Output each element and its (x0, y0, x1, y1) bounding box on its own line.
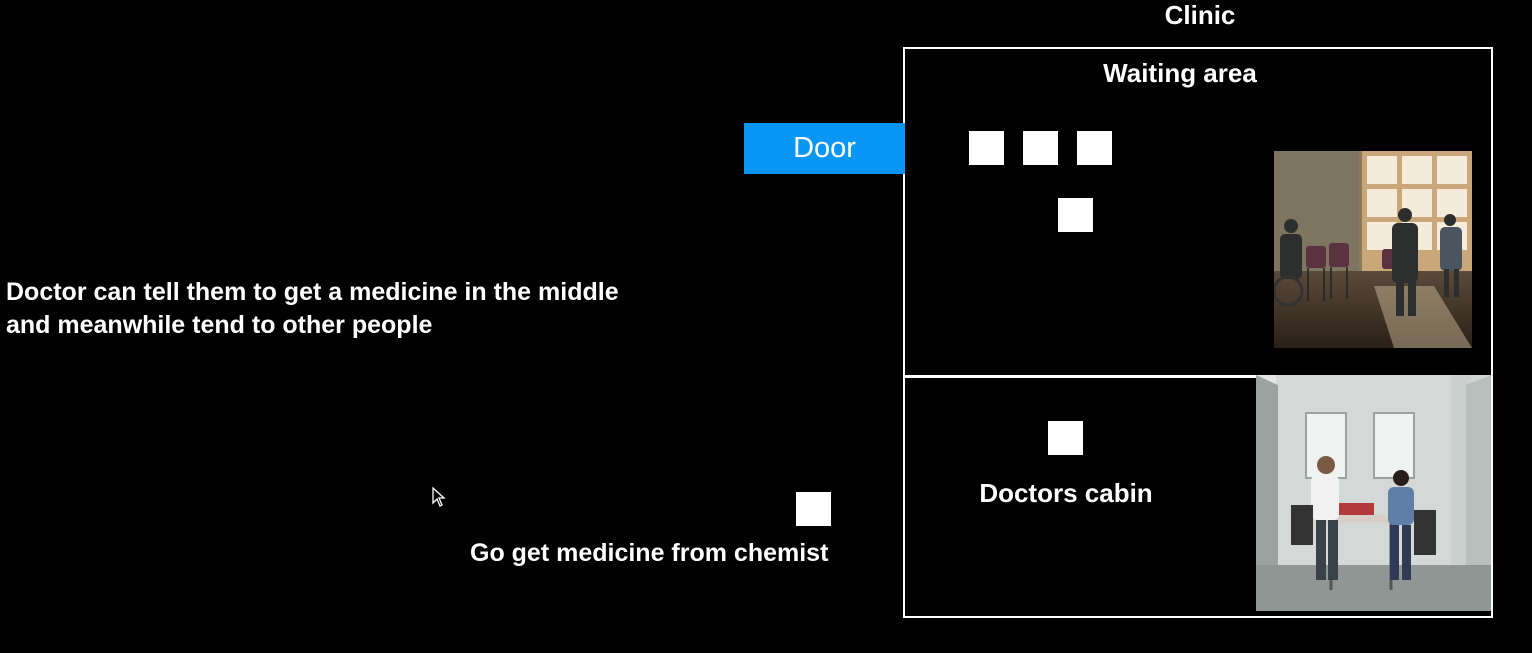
waiting-person-marker (1023, 131, 1058, 165)
doctor-note-line-1: Doctor can tell them to get a medicine i… (6, 278, 619, 306)
waiting-person-marker (969, 131, 1004, 165)
clinic-room-divider (905, 375, 1257, 378)
door-label: Door (744, 123, 905, 174)
waiting-area-title: Waiting area (1103, 58, 1257, 88)
doctor-note: Doctor can tell them to get a medicine i… (6, 276, 706, 342)
doctor-marker (1048, 421, 1083, 455)
waiting-person-marker (1077, 131, 1112, 165)
chemist-label: Go get medicine from chemist (470, 539, 829, 567)
waiting-room-photo (1274, 151, 1472, 348)
waiting-person-marker (1058, 198, 1093, 232)
doctors-cabin-photo (1256, 375, 1491, 611)
doctors-cabin-title: Doctors cabin (979, 478, 1153, 508)
mouse-pointer-icon (432, 486, 446, 512)
patient-sent-to-chemist-marker (796, 492, 831, 526)
doctor-note-line-2: and meanwhile tend to other people (6, 311, 433, 339)
clinic-boundary (903, 47, 1493, 618)
clinic-title: Clinic (1164, 0, 1236, 30)
